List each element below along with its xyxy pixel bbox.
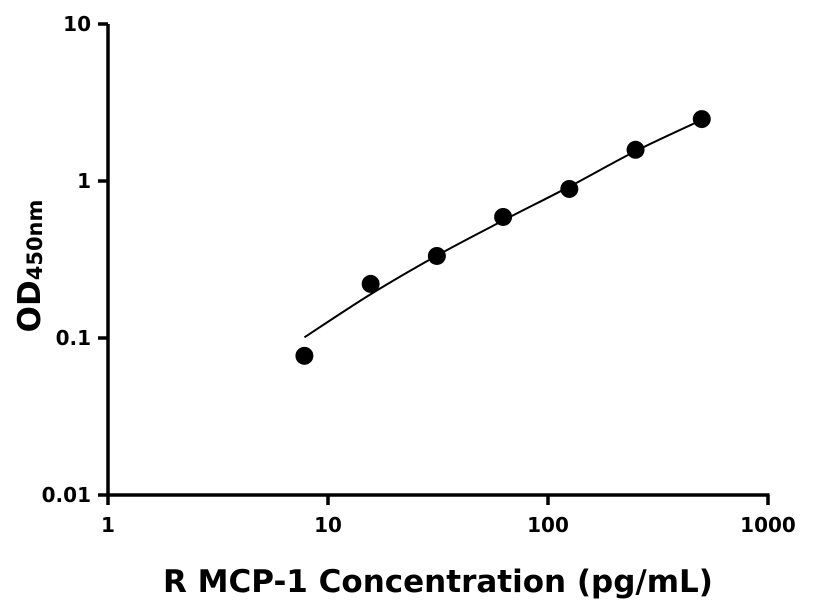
y-axis-label-subscript: 450nm [23, 200, 47, 281]
y-tick-label: 0.1 [56, 326, 91, 350]
data-point [295, 346, 314, 365]
y-tick-label: 10 [63, 12, 91, 36]
data-point [427, 246, 446, 265]
y-tick-label: 0.01 [42, 483, 91, 507]
y-axis-label-main: OD [12, 280, 48, 332]
data-point [494, 207, 513, 226]
x-tick-label: 1000 [740, 513, 796, 537]
y-axis-label: OD450nm [12, 200, 48, 333]
data-point [361, 274, 380, 293]
points-layer [295, 110, 711, 365]
data-point [626, 140, 645, 159]
x-tick-label: 10 [314, 513, 342, 537]
x-axis-label: R MCP-1 Concentration (pg/mL) [163, 564, 713, 600]
axes: 1 10 100 1000 0.01 0.1 1 10 [42, 12, 796, 537]
data-point [692, 110, 711, 129]
data-point [560, 179, 579, 198]
x-tick-label: 100 [527, 513, 569, 537]
y-tick-label: 1 [77, 169, 91, 193]
x-tick-label: 1 [101, 513, 115, 537]
